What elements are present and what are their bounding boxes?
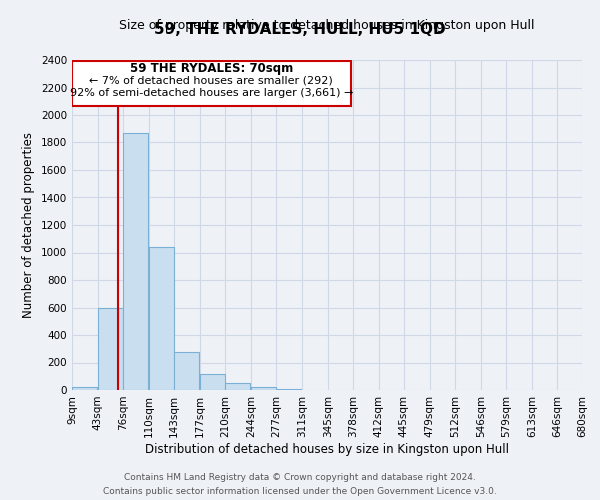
Title: Size of property relative to detached houses in Kingston upon Hull: Size of property relative to detached ho… [119,20,535,32]
Text: Contains HM Land Registry data © Crown copyright and database right 2024.: Contains HM Land Registry data © Crown c… [124,473,476,482]
X-axis label: Distribution of detached houses by size in Kingston upon Hull: Distribution of detached houses by size … [145,442,509,456]
FancyBboxPatch shape [72,60,350,106]
Bar [123,133,148,390]
Bar [72,387,97,390]
Bar [200,374,225,390]
Text: ← 7% of detached houses are smaller (292): ← 7% of detached houses are smaller (292… [89,76,333,86]
Bar [251,387,276,390]
Text: Contains public sector information licensed under the Open Government Licence v3: Contains public sector information licen… [103,486,497,496]
Bar [98,308,123,390]
Bar [174,352,199,390]
Bar [149,247,174,390]
Y-axis label: Number of detached properties: Number of detached properties [22,132,35,318]
Text: 92% of semi-detached houses are larger (3,661) →: 92% of semi-detached houses are larger (… [70,88,353,98]
Text: 59, THE RYDALES, HULL, HU5 1QD: 59, THE RYDALES, HULL, HU5 1QD [154,22,446,38]
Bar [225,383,250,390]
Text: 59 THE RYDALES: 70sqm: 59 THE RYDALES: 70sqm [130,62,293,74]
